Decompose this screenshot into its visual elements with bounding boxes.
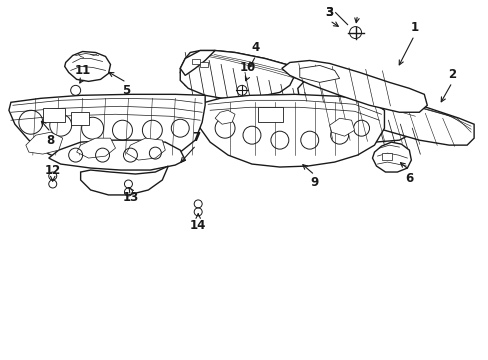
Text: 10: 10 [240, 61, 256, 74]
Polygon shape [198, 94, 384, 167]
Polygon shape [372, 142, 410, 172]
Polygon shape [215, 110, 235, 124]
Polygon shape [49, 140, 185, 170]
Text: 14: 14 [190, 219, 206, 232]
Bar [382, 153, 392, 160]
Text: 2: 2 [447, 68, 455, 81]
Polygon shape [180, 50, 294, 98]
Bar [258, 107, 282, 122]
Polygon shape [26, 132, 62, 154]
Text: 12: 12 [44, 163, 61, 176]
Polygon shape [126, 138, 165, 160]
Text: 11: 11 [74, 64, 91, 77]
Bar [42, 108, 64, 122]
Text: 8: 8 [46, 134, 55, 147]
Text: 6: 6 [405, 171, 413, 185]
Text: 13: 13 [122, 192, 138, 204]
Text: 7: 7 [192, 131, 200, 144]
Polygon shape [329, 118, 354, 136]
Bar [200, 62, 208, 67]
Polygon shape [77, 138, 115, 158]
Polygon shape [81, 166, 168, 195]
Text: 1: 1 [409, 21, 418, 34]
Polygon shape [180, 50, 215, 75]
Text: 3: 3 [325, 6, 333, 19]
Polygon shape [299, 66, 339, 82]
Text: 9: 9 [310, 176, 318, 189]
Text: 3: 3 [325, 6, 333, 19]
Polygon shape [297, 75, 473, 145]
Bar [192, 59, 200, 64]
Bar [71, 112, 88, 125]
Polygon shape [180, 50, 413, 142]
Text: 5: 5 [122, 84, 130, 97]
Text: 4: 4 [251, 41, 260, 54]
Polygon shape [281, 60, 427, 112]
Polygon shape [64, 51, 110, 81]
Polygon shape [9, 94, 205, 166]
